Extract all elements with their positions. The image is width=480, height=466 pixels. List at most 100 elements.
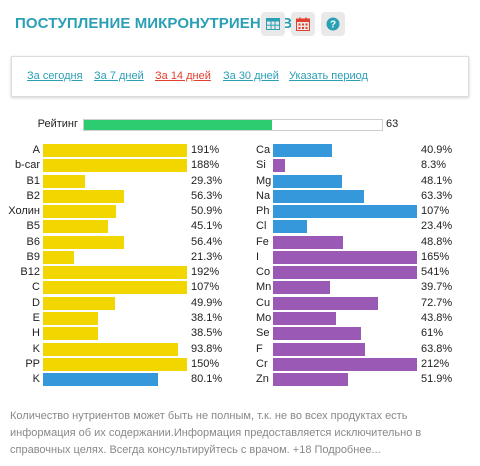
calendar-icon	[296, 17, 310, 31]
mineral-label: Co	[256, 266, 271, 279]
mineral-value: 43.8%	[421, 311, 453, 324]
vitamin-bar-e	[43, 311, 98, 325]
vitamin-label: PP	[25, 357, 40, 370]
mineral-label: Fe	[256, 235, 269, 248]
more-link[interactable]: Подробнее...	[314, 444, 381, 456]
vitamin-value: 192%	[191, 266, 220, 279]
mineral-bar-ph	[273, 205, 417, 219]
help-icon: ?	[326, 17, 340, 31]
mineral-label: Mo	[256, 311, 272, 324]
mineral-value: 48.8%	[421, 235, 453, 248]
mineral-bar-mg	[273, 174, 343, 188]
help-button[interactable]: ?	[321, 12, 345, 36]
vitamin-bar-b2	[43, 189, 125, 203]
vitamin-value: 150%	[191, 357, 220, 370]
vitamin-label: B2	[26, 189, 40, 202]
table-icon	[266, 18, 280, 30]
vitamin-label: B9	[26, 250, 40, 263]
mineral-value: 23.4%	[421, 220, 453, 233]
mineral-value: 48.1%	[421, 174, 453, 187]
mineral-value: 541%	[421, 266, 450, 279]
mineral-value: 61%	[421, 327, 444, 340]
mineral-value: 8.3%	[421, 159, 447, 172]
mineral-label: Mg	[256, 174, 272, 187]
mineral-value: 63.3%	[421, 189, 453, 202]
vitamin-label: B12	[20, 266, 40, 279]
vitamin-value: 38.5%	[191, 327, 223, 340]
mineral-label: Cr	[256, 357, 268, 370]
vitamin-value: 45.1%	[191, 220, 223, 233]
vitamin-bar-d	[43, 296, 115, 310]
vitamin-value: 56.4%	[191, 235, 223, 248]
calendar-button[interactable]	[291, 12, 315, 36]
vitamin-value: 56.3%	[191, 189, 223, 202]
mineral-bar-cl	[273, 220, 307, 234]
vitamin-value: 50.9%	[191, 205, 223, 218]
period-today-link[interactable]: За сегодня	[27, 70, 83, 82]
period-14-days-link[interactable]: За 14 дней	[155, 70, 211, 82]
period-custom-link[interactable]: Указать период	[289, 70, 368, 82]
vitamin-bar-a	[43, 144, 187, 157]
mineral-label: Zn	[256, 373, 269, 386]
rating-label: Рейтинг	[37, 118, 78, 130]
mineral-label: Na	[256, 189, 271, 202]
disclaimer-text: Количество нутриентов может быть не полн…	[10, 410, 422, 456]
vitamin-bar-b9	[43, 250, 74, 264]
vitamin-label: B1	[26, 174, 40, 187]
page-title: ПОСТУПЛЕНИЕ МИКРОНУТРИЕНТОВ	[15, 15, 293, 32]
mineral-value: 212%	[421, 357, 450, 370]
mineral-bar-si	[273, 159, 285, 173]
vitamin-label: C	[32, 281, 40, 294]
vitamin-bar-b6	[43, 235, 125, 249]
mineral-bar-ca	[273, 144, 332, 157]
vitamin-bar-b12	[43, 266, 187, 280]
mineral-bar-zn	[273, 373, 348, 387]
table-view-button[interactable]	[261, 12, 285, 36]
vitamin-label: H	[32, 327, 40, 340]
vitamin-label: Холин	[8, 205, 40, 218]
mineral-label: Mn	[256, 281, 272, 294]
disclaimer-note: Количество нутриентов может быть не полн…	[10, 408, 450, 459]
mineral-bar-mn	[273, 281, 331, 295]
mineral-value: 63.8%	[421, 342, 453, 355]
vitamin-label: E	[32, 311, 40, 324]
mineral-label: Ca	[256, 144, 271, 156]
vitamin-value: 49.9%	[191, 296, 223, 309]
vitamin-label: A	[32, 144, 40, 156]
rating-bar-fill	[84, 120, 272, 130]
vitamin-label: K	[32, 373, 40, 386]
period-7-days-link[interactable]: За 7 дней	[94, 70, 144, 82]
rating-value: 63	[386, 118, 399, 130]
mineral-label: Ph	[256, 205, 270, 218]
vitamin-value: 38.1%	[191, 311, 223, 324]
period-selector: За сегодня За 7 дней За 14 дней За 30 дн…	[11, 56, 469, 97]
page-header: ПОСТУПЛЕНИЕ МИКРОНУТРИЕНТОВ	[0, 0, 480, 50]
mineral-bar-mo	[273, 311, 337, 325]
vitamin-bar-pp	[43, 357, 187, 371]
vitamin-value: 80.1%	[191, 373, 223, 386]
vitamin-bar-холин	[43, 205, 117, 219]
mineral-value: 107%	[421, 205, 450, 218]
vitamin-label: D	[32, 296, 40, 309]
vitamin-value: 107%	[191, 281, 220, 294]
mineral-bar-se	[273, 327, 361, 341]
mineral-label: F	[256, 342, 263, 355]
vitamin-label: B6	[26, 235, 40, 248]
mineral-bar-i	[273, 250, 417, 264]
period-30-days-link[interactable]: За 30 дней	[223, 70, 279, 82]
mineral-bar-f	[273, 342, 365, 356]
mineral-bar-fe	[273, 235, 344, 249]
mineral-bar-na	[273, 189, 365, 203]
mineral-bar-cr	[273, 357, 417, 371]
mineral-label: Cu	[256, 296, 271, 309]
vitamin-value: 21.3%	[191, 250, 223, 263]
vitamin-bar-h	[43, 327, 99, 341]
mineral-label: Se	[256, 327, 270, 340]
mineral-value: 72.7%	[421, 296, 453, 309]
mineral-label: Si	[256, 159, 266, 172]
vitamin-bar-c	[43, 281, 187, 295]
vitamin-value: 188%	[191, 159, 220, 172]
mineral-value: 165%	[421, 250, 450, 263]
mineral-bar-cu	[273, 296, 378, 310]
vitamin-label: b-car	[14, 159, 40, 172]
